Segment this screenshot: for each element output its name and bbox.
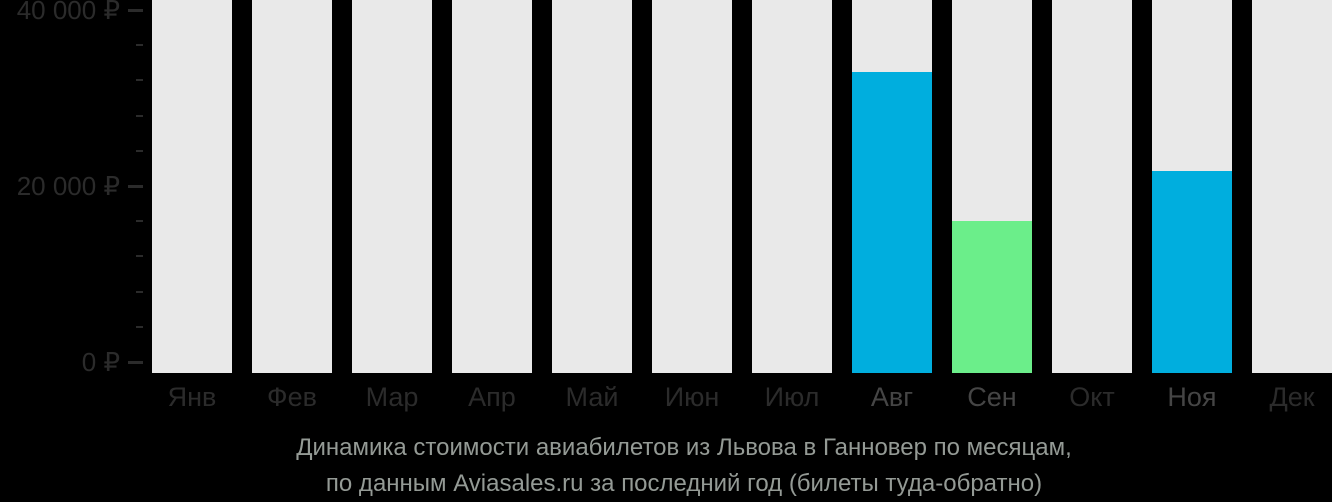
month-label-10: Окт xyxy=(1069,382,1115,412)
column-track-4 xyxy=(452,0,532,373)
price-bar-Сен xyxy=(952,221,1032,373)
month-label-9: Сен xyxy=(967,382,1017,412)
month-label-1: Янв xyxy=(167,382,217,412)
column-track-12 xyxy=(1252,0,1332,373)
y-minor-tick-8000 xyxy=(136,290,143,293)
month-label-12: Дек xyxy=(1269,382,1315,412)
y-major-tick-20000 xyxy=(128,184,143,188)
month-label-11: Ноя xyxy=(1167,382,1217,412)
y-minor-tick-16000 xyxy=(136,220,143,223)
y-major-tick-0 xyxy=(128,360,143,364)
chart-title: Динамика стоимости авиабилетов из Львова… xyxy=(296,434,1072,461)
column-track-5 xyxy=(552,0,632,373)
column-track-3 xyxy=(352,0,432,373)
column-track-10 xyxy=(1052,0,1132,373)
y-minor-tick-4000 xyxy=(136,325,143,328)
month-label-3: Мар xyxy=(365,382,419,412)
price-bar-Ноя xyxy=(1152,171,1232,373)
y-minor-tick-12000 xyxy=(136,255,143,258)
y-minor-tick-36000 xyxy=(136,44,143,47)
month-label-6: Июн xyxy=(664,382,720,412)
column-track-2 xyxy=(252,0,332,373)
y-axis-label-20000: 20 000 ₽ xyxy=(16,171,120,201)
y-axis-label-40000: 40 000 ₽ xyxy=(16,0,120,25)
chart-caption: Динамика стоимости авиабилетов из Львова… xyxy=(36,430,1332,502)
y-axis-label-0: 0 ₽ xyxy=(81,347,120,377)
y-minor-tick-32000 xyxy=(136,79,143,82)
month-label-4: Апр xyxy=(468,382,516,412)
price-bar-Авг xyxy=(852,71,932,373)
column-track-7 xyxy=(752,0,832,373)
chart-subtitle: по данным Aviasales.ru за последний год … xyxy=(325,470,1043,497)
month-label-8: Авг xyxy=(870,382,914,412)
month-label-2: Фев xyxy=(267,382,317,412)
y-minor-tick-24000 xyxy=(136,149,143,152)
column-track-1 xyxy=(152,0,232,373)
y-minor-tick-28000 xyxy=(136,114,143,117)
column-track-6 xyxy=(652,0,732,373)
month-label-5: Май xyxy=(565,382,619,412)
y-major-tick-40000 xyxy=(128,8,143,12)
month-label-7: Июл xyxy=(764,382,820,412)
